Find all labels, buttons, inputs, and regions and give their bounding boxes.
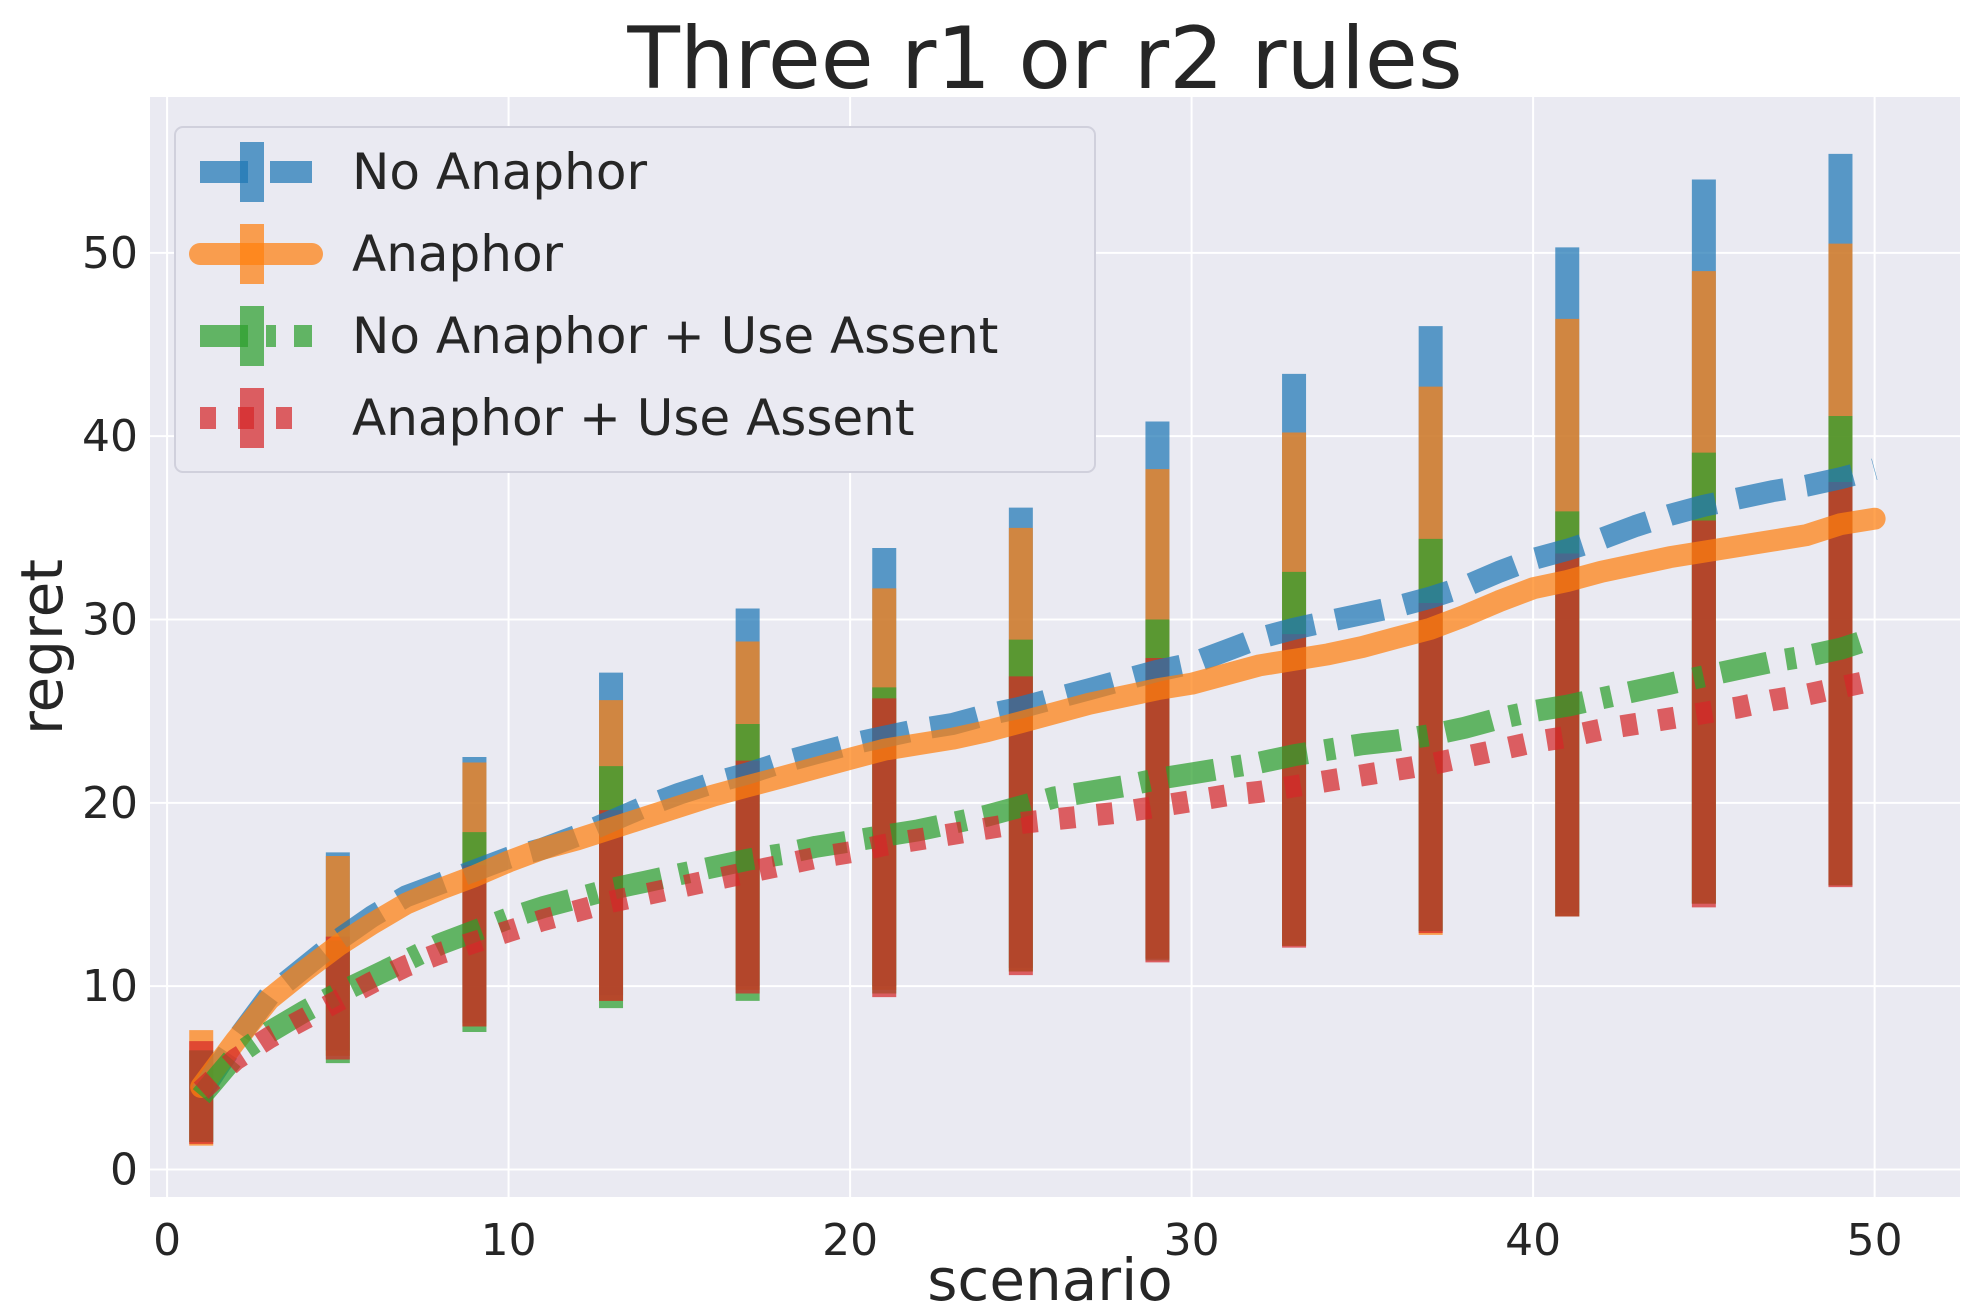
x-tick-label: 40 — [1505, 1215, 1561, 1266]
y-axis-label: regret — [8, 559, 76, 735]
series-lines — [190, 458, 1886, 1104]
x-tick-label: 10 — [481, 1215, 537, 1266]
x-axis-label: scenario — [927, 1246, 1173, 1308]
x-tick-label: 30 — [1164, 1215, 1220, 1266]
chart-title: Three r1 or r2 rules — [626, 9, 1462, 109]
x-tick-label: 50 — [1847, 1215, 1903, 1266]
y-tick-label: 10 — [82, 961, 138, 1012]
legend: No Anaphor Anaphor No Anaphor + Use Assent… — [174, 126, 1096, 473]
legend-box — [174, 126, 1096, 473]
x-axis: 0 10 20 30 40 50 — [153, 1215, 1903, 1266]
y-tick-label: 30 — [82, 595, 138, 646]
x-tick-label: 20 — [822, 1215, 878, 1266]
y-axis: 0 10 20 30 40 50 — [82, 228, 138, 1196]
series-line-3 — [192, 627, 1878, 1104]
y-tick-label: 0 — [110, 1145, 138, 1196]
series-line-4 — [193, 669, 1877, 1099]
x-tick-label: 0 — [153, 1215, 181, 1266]
y-tick-label: 20 — [82, 778, 138, 829]
y-tick-label: 40 — [82, 411, 138, 462]
y-tick-label: 50 — [82, 228, 138, 279]
legend-label-1: No Anaphor — [352, 143, 647, 201]
series-line-2 — [190, 507, 1886, 1098]
legend-label-4: Anaphor + Use Assent — [352, 389, 914, 447]
legend-label-2: Anaphor — [352, 225, 564, 283]
legend-label-3: No Anaphor + Use Assent — [352, 307, 998, 365]
